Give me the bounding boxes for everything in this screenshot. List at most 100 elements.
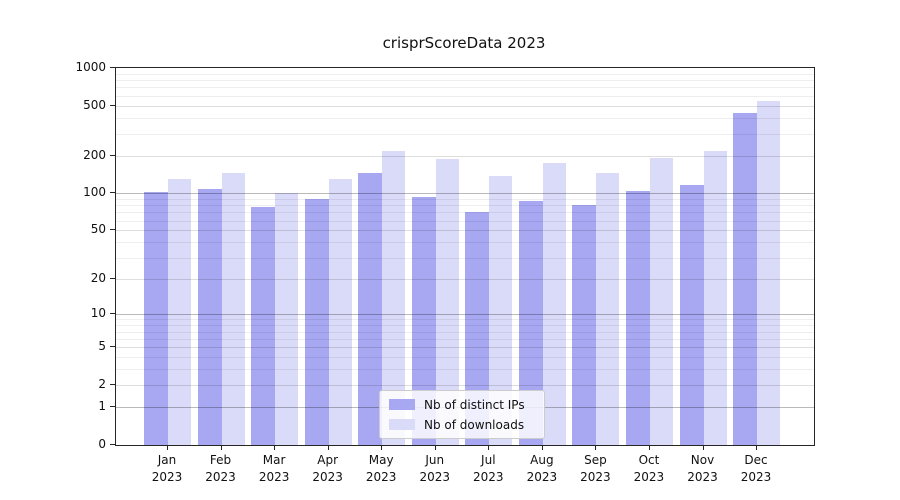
y-tick-1000 bbox=[110, 67, 115, 68]
gridline-major-5 bbox=[116, 347, 814, 349]
gridline-minor-90 bbox=[116, 198, 814, 200]
y-tick-label-200: 200 bbox=[83, 147, 106, 162]
gridline-minor-700 bbox=[116, 87, 814, 89]
bar-downloads-dec-2023 bbox=[757, 100, 781, 445]
x-tick-label-apr-2023: Apr 2023 bbox=[312, 453, 343, 484]
legend-label-downloads: Nb of downloads bbox=[424, 417, 525, 432]
y-tick-500 bbox=[110, 104, 115, 106]
bar-downloads-oct-2023 bbox=[649, 157, 673, 445]
x-tick-jan-2023 bbox=[167, 445, 168, 450]
gridline-major-20 bbox=[116, 278, 814, 280]
gridline-major-500 bbox=[116, 105, 814, 107]
gridline-major-10 bbox=[116, 314, 814, 316]
y-tick-label-10: 10 bbox=[90, 306, 106, 321]
bar-downloads-apr-2023 bbox=[328, 178, 352, 445]
bar-distinct-ips-nov-2023 bbox=[679, 185, 704, 445]
bar-downloads-jun-2023 bbox=[435, 159, 459, 445]
bar-distinct-ips-oct-2023 bbox=[625, 190, 650, 445]
gridline-minor-60 bbox=[116, 220, 814, 222]
y-tick-label-2: 2 bbox=[98, 377, 106, 392]
gridline-minor-30 bbox=[116, 257, 814, 259]
bar-distinct-ips-may-2023 bbox=[358, 172, 383, 445]
x-tick-label-oct-2023: Oct 2023 bbox=[633, 453, 665, 484]
bar-downloads-sep-2023 bbox=[596, 173, 620, 445]
gridline-major-2 bbox=[116, 385, 814, 387]
x-tick-may-2023 bbox=[381, 445, 383, 450]
x-tick-apr-2023 bbox=[327, 445, 329, 450]
gridline-minor-600 bbox=[116, 95, 814, 97]
y-tick-0 bbox=[110, 444, 115, 445]
gridline-minor-800 bbox=[116, 80, 814, 82]
gridline-minor-3 bbox=[116, 369, 814, 371]
bar-downloads-jan-2023 bbox=[168, 179, 191, 445]
bar-downloads-mar-2023 bbox=[275, 193, 299, 445]
y-tick-50 bbox=[110, 229, 115, 231]
y-tick-label-0: 0 bbox=[98, 437, 106, 451]
gridline-major-200 bbox=[116, 155, 814, 157]
y-tick-200 bbox=[110, 154, 115, 156]
y-tick-label-500: 500 bbox=[83, 97, 106, 112]
bar-downloads-jul-2023 bbox=[489, 175, 513, 445]
x-tick-label-nov-2023: Nov 2023 bbox=[687, 453, 718, 484]
y-tick-10 bbox=[110, 313, 115, 315]
x-tick-label-jun-2023: Jun 2023 bbox=[419, 453, 451, 484]
y-tick-label-1000: 1000 bbox=[75, 60, 106, 74]
x-tick-label-may-2023: May 2023 bbox=[365, 453, 397, 484]
y-tick-label-1: 1 bbox=[98, 399, 106, 414]
legend: Nb of distinct IPs Nb of downloads bbox=[379, 390, 545, 439]
x-tick-feb-2023 bbox=[220, 445, 222, 450]
x-tick-oct-2023 bbox=[648, 445, 650, 450]
chart-title: crisprScoreData 2023 bbox=[382, 34, 546, 52]
x-tick-aug-2023 bbox=[541, 445, 543, 450]
gridline-minor-40 bbox=[116, 242, 814, 244]
bar-downloads-feb-2023 bbox=[221, 173, 245, 445]
bar-downloads-aug-2023 bbox=[542, 163, 566, 445]
bar-distinct-ips-apr-2023 bbox=[304, 199, 329, 445]
x-tick-sep-2023 bbox=[595, 445, 597, 450]
legend-item-distinct-ips: Nb of distinct IPs bbox=[389, 397, 535, 412]
gridline-minor-7 bbox=[116, 331, 814, 333]
x-tick-nov-2023 bbox=[702, 445, 704, 450]
bar-distinct-ips-feb-2023 bbox=[197, 188, 222, 445]
y-tick-100 bbox=[110, 192, 115, 194]
y-tick-label-100: 100 bbox=[83, 185, 106, 200]
gridline-minor-9 bbox=[116, 319, 814, 321]
x-tick-jun-2023 bbox=[434, 445, 436, 450]
bar-downloads-nov-2023 bbox=[703, 151, 727, 445]
y-tick-5 bbox=[110, 346, 115, 348]
gridline-minor-300 bbox=[116, 133, 814, 135]
legend-swatch-downloads bbox=[389, 419, 415, 430]
x-tick-label-dec-2023: Dec 2023 bbox=[740, 453, 772, 484]
x-tick-mar-2023 bbox=[274, 445, 276, 450]
bar-distinct-ips-sep-2023 bbox=[572, 204, 597, 445]
gridline-minor-70 bbox=[116, 212, 814, 214]
x-tick-label-aug-2023: Aug 2023 bbox=[526, 453, 558, 484]
legend-item-downloads: Nb of downloads bbox=[389, 417, 535, 432]
bar-distinct-ips-mar-2023 bbox=[251, 206, 276, 445]
gridline-minor-4 bbox=[116, 357, 814, 359]
bar-distinct-ips-dec-2023 bbox=[733, 112, 758, 445]
x-tick-label-mar-2023: Mar 2023 bbox=[258, 453, 290, 484]
y-tick-2 bbox=[110, 384, 115, 386]
y-tick-label-50: 50 bbox=[90, 222, 106, 237]
gridline-major-100 bbox=[116, 193, 814, 195]
x-tick-dec-2023 bbox=[756, 445, 758, 450]
x-tick-label-jul-2023: Jul 2023 bbox=[473, 453, 504, 484]
gridline-minor-80 bbox=[116, 205, 814, 207]
gridline-minor-400 bbox=[116, 117, 814, 119]
bar-downloads-may-2023 bbox=[382, 150, 406, 445]
x-tick-label-jan-2023: Jan 2023 bbox=[151, 453, 183, 484]
legend-swatch-distinct-ips bbox=[389, 399, 415, 410]
gridline-major-50 bbox=[116, 230, 814, 232]
x-tick-jul-2023 bbox=[488, 445, 490, 450]
y-tick-label-20: 20 bbox=[90, 270, 106, 285]
y-tick-label-5: 5 bbox=[98, 339, 106, 354]
y-tick-20 bbox=[110, 277, 115, 279]
bar-distinct-ips-jan-2023 bbox=[144, 192, 168, 445]
gridline-minor-8 bbox=[116, 325, 814, 327]
x-tick-label-sep-2023: Sep 2023 bbox=[580, 453, 611, 484]
y-tick-1 bbox=[110, 406, 115, 408]
gridline-minor-6 bbox=[116, 338, 814, 340]
legend-label-distinct-ips: Nb of distinct IPs bbox=[424, 397, 525, 412]
